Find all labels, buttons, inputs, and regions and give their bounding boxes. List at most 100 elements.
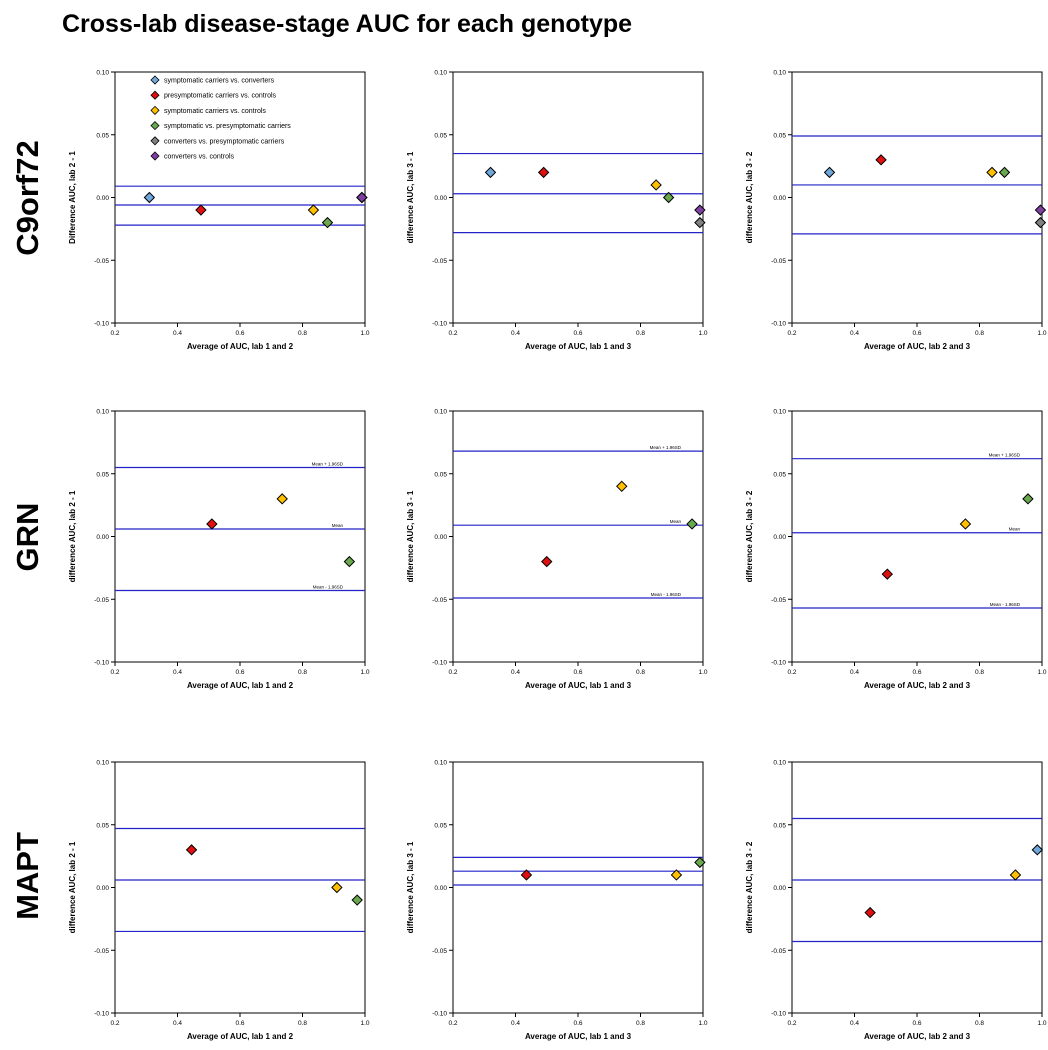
y-tick-label: 0.10 (434, 70, 447, 77)
plot-frame (791, 71, 1043, 324)
x-tick-label: 0.2 (448, 1020, 457, 1027)
x-tick-label: 0.4 (511, 669, 520, 676)
x-tick-label: 1.0 (1037, 330, 1046, 337)
x-tick-label: 0.2 (787, 669, 796, 676)
y-tick-label: 0.00 (773, 534, 786, 541)
y-axis-label: Difference AUC, lab 2 - 1 (68, 151, 77, 244)
data-point (321, 216, 334, 229)
plot-frame (114, 410, 366, 663)
x-tick-label: 0.6 (912, 1020, 921, 1027)
y-axis-label: difference AUC, lab 3 - 1 (406, 490, 415, 582)
data-point (875, 154, 887, 166)
x-tick-label: 0.2 (448, 330, 457, 337)
y-tick-label: 0.05 (96, 822, 109, 829)
y-tick-label: 0.00 (773, 885, 786, 892)
figure-title: Cross-lab disease-stage AUC for each gen… (62, 10, 633, 38)
x-tick-label: 0.6 (235, 1020, 244, 1027)
data-point (986, 166, 998, 179)
x-tick-label: 0.2 (110, 669, 119, 676)
data-point (694, 204, 706, 216)
data-point (823, 166, 836, 179)
reference-line-label-upper: Mean + 1.96SD (312, 461, 344, 466)
y-tick-label: 0.05 (773, 132, 786, 139)
y-tick-label: -0.10 (771, 1011, 786, 1018)
y-tick-label: 0.00 (434, 534, 447, 541)
y-axis-label: difference AUC, lab 3 - 1 (406, 841, 415, 933)
legend-marker (150, 90, 160, 100)
x-tick-label: 0.4 (173, 1020, 182, 1027)
plot-frame (114, 761, 366, 1014)
y-tick-label: 0.10 (96, 70, 109, 77)
y-tick-label: 0.00 (96, 534, 109, 541)
data-point (959, 518, 972, 530)
data-point (881, 568, 894, 580)
x-tick-label: 1.0 (1037, 669, 1046, 676)
x-tick-label: 0.6 (573, 669, 582, 676)
x-tick-label: 0.2 (787, 330, 796, 337)
data-point (343, 555, 356, 568)
y-tick-label: -0.05 (432, 948, 447, 955)
data-point (307, 204, 320, 216)
y-tick-label: 0.00 (434, 885, 447, 892)
y-tick-label: -0.05 (771, 948, 786, 955)
x-tick-label: 0.2 (448, 669, 457, 676)
plot-panel-9: -0.10 -0.05 0.00 0.05 0.10 0.2 0.4 0.6 0.8 1.0 Ave… (745, 760, 1047, 1042)
x-tick-label: 0.6 (573, 330, 582, 337)
legend-marker (150, 105, 160, 115)
legend-marker (150, 121, 160, 131)
y-axis-label: difference AUC, lab 3 - 2 (745, 841, 754, 933)
legend-entry: symptomatic carriers vs. controls (164, 108, 266, 115)
x-tick-label: 0.8 (975, 1020, 984, 1027)
legend-entry: symptomatic carriers vs. converters (164, 78, 275, 85)
reference-line-label-lower: Mean - 1.96SD (313, 584, 344, 589)
y-tick-label: -0.05 (94, 258, 109, 265)
data-point (686, 518, 698, 530)
plot-frame (791, 410, 1043, 663)
data-point (694, 856, 706, 869)
y-tick-label: 0.10 (96, 760, 109, 767)
data-point (616, 480, 628, 493)
data-point (662, 191, 675, 204)
x-tick-label: 0.4 (511, 1020, 520, 1027)
legend-entry: presymptomatic carriers vs. controls (164, 93, 277, 100)
x-axis-label: Average of AUC, lab 1 and 2 (187, 1032, 294, 1041)
y-tick-label: -0.10 (94, 1011, 109, 1018)
x-axis-label: Average of AUC, lab 2 and 3 (864, 342, 971, 351)
legend-entry: symptomatic vs. presymptomatic carriers (164, 123, 291, 130)
y-axis-label: difference AUC, lab 3 - 2 (745, 151, 754, 243)
x-tick-label: 0.6 (235, 669, 244, 676)
data-point (1034, 204, 1047, 216)
x-tick-label: 0.6 (573, 1020, 582, 1027)
data-point (185, 844, 198, 856)
y-tick-label: -0.10 (94, 660, 109, 667)
y-tick-label: 0.05 (773, 471, 786, 478)
x-tick-label: 0.8 (298, 669, 307, 676)
data-point (998, 166, 1011, 179)
reference-line-label-upper: Mean + 1.96SD (989, 453, 1021, 458)
x-axis-label: Average of AUC, lab 1 and 3 (525, 681, 632, 690)
plot-panel-2: -0.10 -0.05 0.00 0.05 0.10 0.2 0.4 0.6 0.8 1.0 Ave… (406, 70, 708, 352)
data-point (670, 869, 683, 881)
x-axis-label: Average of AUC, lab 2 and 3 (864, 1032, 971, 1041)
data-point (1022, 493, 1034, 505)
data-point (694, 216, 706, 229)
x-axis-label: Average of AUC, lab 1 and 2 (187, 342, 294, 351)
data-point (484, 166, 497, 179)
x-tick-label: 0.6 (912, 330, 921, 337)
legend-entry: converters vs. presymptomatic carriers (164, 138, 285, 145)
plot-panel-8: -0.10 -0.05 0.00 0.05 0.10 0.2 0.4 0.6 0.8 1.0 Ave… (406, 760, 708, 1042)
y-tick-label: -0.05 (432, 258, 447, 265)
plot-panel-3: -0.10 -0.05 0.00 0.05 0.10 0.2 0.4 0.6 0.8 1.0 Ave… (745, 70, 1047, 352)
data-point (356, 191, 368, 204)
y-tick-label: 0.00 (773, 195, 786, 202)
y-tick-label: 0.05 (434, 132, 447, 139)
y-tick-label: 0.10 (434, 409, 447, 416)
plot-panel-6: -0.10 -0.05 0.00 0.05 0.10 0.2 0.4 0.6 0.8 1.0 Ave… (745, 409, 1047, 691)
legend-marker (150, 151, 160, 161)
reference-line-label-mean: Mean (1009, 527, 1021, 532)
y-tick-label: 0.05 (434, 471, 447, 478)
data-point (541, 555, 553, 568)
x-tick-label: 0.2 (110, 1020, 119, 1027)
y-tick-label: 0.05 (434, 822, 447, 829)
